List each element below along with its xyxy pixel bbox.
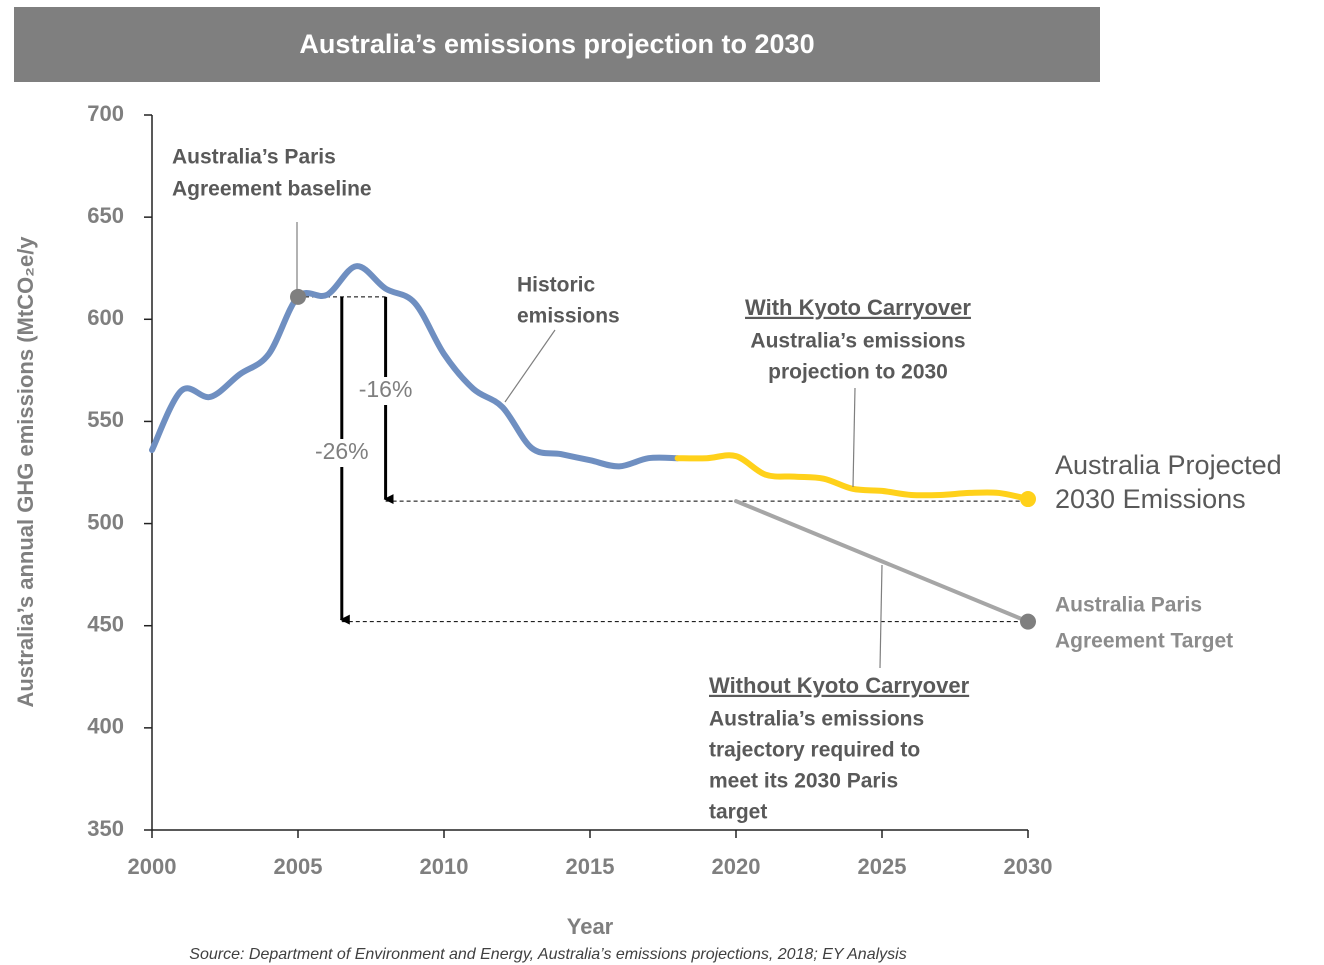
series-line — [149, 263, 681, 470]
x-tick-label: 2010 — [420, 854, 469, 879]
y-tick-label: 550 — [87, 407, 124, 432]
y-tick-label: 500 — [87, 509, 124, 534]
annotation-text: target — [709, 801, 767, 824]
x-tick-label: 2005 — [274, 854, 323, 879]
x-tick-label: 2000 — [128, 854, 177, 879]
y-tick-label: 400 — [87, 714, 124, 739]
annotation-heading: With Kyoto Carryover — [745, 295, 971, 320]
annotation-heading: Without Kyoto Carryover — [709, 673, 970, 698]
leader-line — [504, 329, 556, 403]
source-note: Source: Department of Environment and En… — [189, 946, 906, 963]
y-tick-label: 350 — [87, 816, 124, 841]
series-line — [674, 452, 1031, 503]
arrow-label: -16% — [359, 376, 413, 402]
annotation-text: trajectory required to — [709, 739, 920, 762]
leader-line — [879, 564, 883, 669]
leader-line — [852, 387, 856, 488]
annotation-text: Historic — [517, 274, 596, 297]
target-dot — [1020, 613, 1036, 630]
annotation-text: Australia’s Paris — [172, 146, 336, 169]
y-tick-label: 650 — [87, 203, 124, 228]
x-tick-label: 2030 — [1004, 854, 1053, 879]
arrow-label-bg — [355, 377, 416, 405]
annotation-text: Australia’s emissions — [750, 330, 965, 353]
annotation-text: Australia Projected — [1055, 450, 1282, 480]
series-line — [734, 499, 1030, 624]
y-tick-label: 450 — [87, 612, 124, 637]
x-tick-label: 2015 — [566, 854, 615, 879]
annotation-text: meet its 2030 Paris — [709, 770, 898, 793]
projection-dot — [1020, 491, 1036, 508]
annotation-text: Australia Paris — [1055, 594, 1202, 617]
y-tick-label: 600 — [87, 305, 124, 330]
x-tick-label: 2020 — [712, 854, 761, 879]
x-tick-label: 2025 — [858, 854, 907, 879]
title-bar — [14, 7, 1100, 82]
annotation-text: Australia’s emissions — [709, 708, 924, 731]
arrow-label-bg — [311, 439, 372, 467]
baseline-dot — [290, 288, 306, 305]
y-axis-label: Australia’s annual GHG emissions (MtCO₂e… — [13, 236, 38, 708]
annotation-text: Agreement Target — [1055, 630, 1233, 653]
annotation-text: projection to 2030 — [768, 361, 948, 384]
y-tick-label: 700 — [87, 101, 124, 126]
chart-title: Australia’s emissions projection to 2030 — [299, 29, 814, 59]
arrow-label: -26% — [315, 438, 369, 464]
x-axis-label: Year — [567, 914, 614, 939]
annotation-text: Agreement baseline — [172, 178, 372, 201]
annotation-text: 2030 Emissions — [1055, 484, 1246, 514]
annotation-text: emissions — [517, 305, 620, 328]
